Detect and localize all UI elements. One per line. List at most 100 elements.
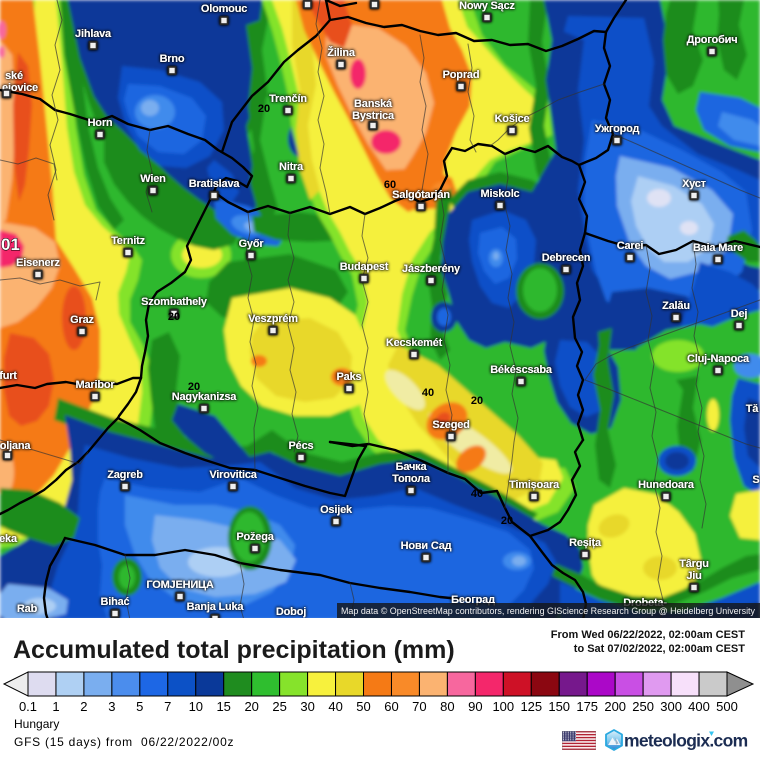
svg-text:furt: furt	[0, 370, 17, 382]
svg-text:300: 300	[660, 699, 682, 714]
svg-text:Tă: Tă	[746, 403, 760, 415]
svg-text:400: 400	[688, 699, 710, 714]
svg-text:15: 15	[216, 699, 230, 714]
svg-text:25: 25	[272, 699, 286, 714]
svg-text:Wien: Wien	[140, 173, 166, 185]
svg-text:Baia Mare: Baia Mare	[693, 242, 743, 254]
svg-text:0.1: 0.1	[19, 699, 37, 714]
svg-text:90: 90	[468, 699, 482, 714]
svg-text:Reșița: Reșița	[569, 537, 602, 549]
svg-text:2: 2	[80, 699, 87, 714]
svg-text:250: 250	[632, 699, 654, 714]
svg-text:ské: ské	[5, 70, 23, 82]
svg-text:Virovitica: Virovitica	[209, 469, 257, 481]
svg-text:3: 3	[108, 699, 115, 714]
svg-text:Дрогобич: Дрогобич	[687, 34, 738, 46]
svg-text:Jihlava: Jihlava	[75, 28, 112, 40]
svg-text:20: 20	[168, 311, 180, 323]
svg-text:Хуст: Хуст	[682, 178, 707, 190]
svg-text:Timișoara: Timișoara	[509, 479, 560, 491]
svg-text:oljana: oljana	[0, 440, 31, 452]
svg-text:Ternitz: Ternitz	[111, 235, 146, 247]
svg-text:Carei: Carei	[617, 240, 644, 252]
svg-text:Бачка: Бачка	[396, 461, 428, 473]
svg-text:Jászberény: Jászberény	[402, 263, 461, 275]
svg-text:Szeged: Szeged	[432, 419, 469, 431]
svg-text:Zagreb: Zagreb	[107, 469, 143, 481]
svg-text:1: 1	[52, 699, 59, 714]
svg-text:40: 40	[471, 488, 483, 500]
svg-text:20: 20	[471, 395, 483, 407]
svg-text:Paks: Paks	[337, 371, 362, 383]
svg-text:Bihać: Bihać	[101, 596, 130, 608]
svg-text:Brno: Brno	[160, 53, 185, 65]
svg-text:20: 20	[258, 103, 270, 115]
svg-text:Pécs: Pécs	[289, 440, 314, 452]
svg-text:Olomouc: Olomouc	[201, 3, 247, 15]
svg-text:100: 100	[492, 699, 514, 714]
svg-text:Kecskemét: Kecskemét	[386, 337, 443, 349]
svg-text:Map data © OpenStreetMap contr: Map data © OpenStreetMap contributors, r…	[341, 606, 755, 616]
svg-text:Horn: Horn	[88, 117, 113, 129]
svg-text:40: 40	[422, 387, 434, 399]
svg-text:Budapest: Budapest	[340, 261, 389, 273]
svg-text:200: 200	[604, 699, 626, 714]
svg-text:Graz: Graz	[70, 314, 94, 326]
svg-text:Bratislava: Bratislava	[189, 178, 241, 190]
svg-text:10: 10	[189, 699, 203, 714]
svg-text:60: 60	[384, 699, 398, 714]
svg-text:01: 01	[1, 235, 20, 254]
svg-text:Žilina: Žilina	[327, 46, 356, 59]
svg-text:Hunedoara: Hunedoara	[638, 479, 695, 491]
svg-text:Dej: Dej	[731, 308, 748, 320]
svg-text:meteologix.com: meteologix.com	[624, 731, 748, 751]
svg-text:Rab: Rab	[17, 603, 38, 615]
svg-text:Győr: Győr	[239, 238, 265, 250]
svg-text:Košice: Košice	[495, 113, 530, 125]
svg-text:Топола: Топола	[392, 473, 431, 485]
svg-text:Cluj-Napoca: Cluj-Napoca	[687, 353, 750, 365]
svg-text:Jiu: Jiu	[686, 570, 701, 582]
svg-text:Doboj: Doboj	[276, 606, 306, 618]
svg-text:7: 7	[164, 699, 171, 714]
svg-text:Нови Сад: Нови Сад	[401, 540, 452, 552]
svg-text:60: 60	[384, 179, 396, 191]
svg-text:Maribor: Maribor	[76, 379, 116, 391]
svg-text:Miskolc: Miskolc	[481, 188, 520, 200]
svg-text:Požega: Požega	[236, 531, 274, 543]
svg-text:Debrecen: Debrecen	[542, 252, 591, 264]
svg-text:Eisenerz: Eisenerz	[16, 257, 60, 269]
svg-text:Banská: Banská	[354, 98, 393, 110]
svg-text:eka: eka	[0, 533, 18, 545]
svg-text:Târgu: Târgu	[679, 558, 709, 570]
svg-text:Szombathely: Szombathely	[141, 296, 208, 308]
svg-text:Osijek: Osijek	[320, 504, 353, 516]
svg-text:Békéscsaba: Békéscsaba	[490, 364, 553, 376]
svg-text:Banja Luka: Banja Luka	[187, 601, 245, 613]
svg-text:Bystrica: Bystrica	[352, 110, 395, 122]
svg-text:Poprad: Poprad	[443, 69, 480, 81]
svg-text:ГОМЈЕНИЦА: ГОМЈЕНИЦА	[146, 579, 214, 591]
svg-text:Salgótarján: Salgótarján	[392, 189, 450, 201]
svg-text:Nitra: Nitra	[279, 161, 304, 173]
svg-text:S: S	[752, 474, 759, 486]
svg-text:30: 30	[300, 699, 314, 714]
svg-text:175: 175	[576, 699, 598, 714]
svg-text:125: 125	[520, 699, 542, 714]
svg-text:5: 5	[136, 699, 143, 714]
svg-text:20: 20	[188, 381, 200, 393]
svg-text:20: 20	[244, 699, 258, 714]
svg-text:40: 40	[328, 699, 342, 714]
svg-text:Nowy Sącz: Nowy Sącz	[459, 0, 515, 12]
svg-text:70: 70	[412, 699, 426, 714]
svg-text:Nagykanizsa: Nagykanizsa	[172, 391, 238, 403]
svg-text:50: 50	[356, 699, 370, 714]
svg-text:Ужгород: Ужгород	[595, 123, 640, 135]
svg-text:80: 80	[440, 699, 454, 714]
svg-text:20: 20	[501, 515, 513, 527]
svg-text:Zalău: Zalău	[662, 300, 690, 312]
svg-text:Trenčín: Trenčín	[269, 93, 307, 105]
svg-text:150: 150	[548, 699, 570, 714]
svg-text:Veszprém: Veszprém	[248, 313, 298, 325]
svg-text:500: 500	[716, 699, 738, 714]
